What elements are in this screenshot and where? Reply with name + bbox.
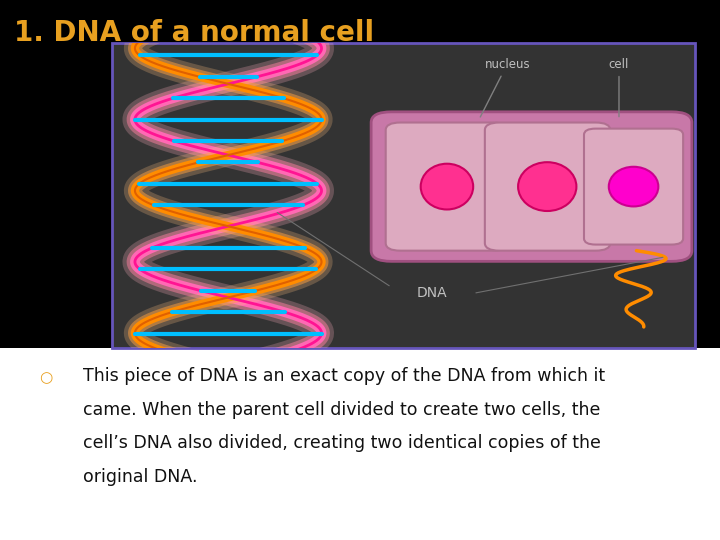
Text: cell: cell bbox=[609, 58, 629, 71]
Bar bbox=[0, 0, 112, 348]
Text: original DNA.: original DNA. bbox=[83, 468, 197, 485]
Bar bbox=[0, 0, 720, 73]
FancyBboxPatch shape bbox=[485, 123, 611, 251]
FancyBboxPatch shape bbox=[386, 123, 508, 251]
Text: came. When the parent cell divided to create two cells, the: came. When the parent cell divided to cr… bbox=[83, 401, 600, 418]
Bar bbox=[695, 0, 720, 348]
Text: nucleus: nucleus bbox=[485, 58, 531, 71]
Text: DNA: DNA bbox=[417, 286, 448, 300]
Text: 1. DNA of a normal cell: 1. DNA of a normal cell bbox=[14, 19, 374, 47]
FancyBboxPatch shape bbox=[584, 129, 683, 245]
Bar bbox=[0, 348, 720, 540]
Text: cell’s DNA also divided, creating two identical copies of the: cell’s DNA also divided, creating two id… bbox=[83, 434, 600, 452]
Ellipse shape bbox=[609, 167, 658, 206]
Ellipse shape bbox=[420, 164, 473, 210]
Text: ○: ○ bbox=[40, 370, 53, 385]
Text: This piece of DNA is an exact copy of the DNA from which it: This piece of DNA is an exact copy of th… bbox=[83, 367, 605, 385]
FancyBboxPatch shape bbox=[112, 43, 695, 348]
Ellipse shape bbox=[518, 162, 577, 211]
FancyBboxPatch shape bbox=[371, 112, 692, 261]
